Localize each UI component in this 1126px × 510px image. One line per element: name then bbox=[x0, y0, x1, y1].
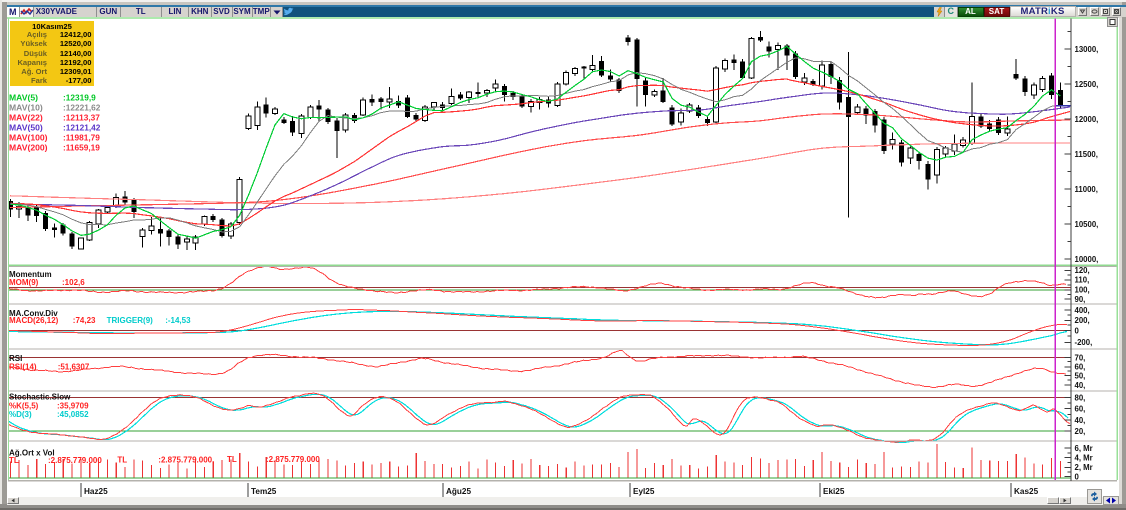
svg-text:MOM(9): MOM(9) bbox=[9, 278, 39, 287]
svg-text:10000,: 10000, bbox=[1075, 255, 1099, 264]
svg-text:Kas25: Kas25 bbox=[1014, 487, 1039, 496]
svg-text:Ağ.Ort x Vol: Ağ.Ort x Vol bbox=[9, 449, 55, 458]
svg-text:MAV(22): MAV(22) bbox=[9, 112, 43, 122]
svg-text:%K(5,5): %K(5,5) bbox=[9, 401, 39, 410]
svg-text:TL: TL bbox=[9, 456, 19, 465]
svg-text:6, Mr: 6, Mr bbox=[1075, 444, 1093, 453]
svg-text::74,23: :74,23 bbox=[73, 316, 96, 325]
svg-text:Momentum: Momentum bbox=[9, 270, 52, 279]
svg-text:Tem25: Tem25 bbox=[251, 487, 277, 496]
svg-text:60,: 60, bbox=[1075, 405, 1086, 414]
svg-text:MAV(100): MAV(100) bbox=[9, 133, 48, 143]
svg-text:RSI: RSI bbox=[9, 354, 22, 363]
svg-text:60,: 60, bbox=[1075, 363, 1086, 372]
svg-text:80,: 80, bbox=[1075, 394, 1086, 403]
svg-text::-14,53: :-14,53 bbox=[165, 316, 191, 325]
svg-text:TL: TL bbox=[117, 456, 127, 465]
svg-text:12500,: 12500, bbox=[1075, 80, 1099, 89]
svg-text:MAV(5): MAV(5) bbox=[9, 92, 38, 102]
svg-text::51,6307: :51,6307 bbox=[58, 362, 90, 371]
svg-text:50,: 50, bbox=[1075, 372, 1086, 381]
svg-text:TL: TL bbox=[227, 455, 237, 464]
svg-text::45,0852: :45,0852 bbox=[57, 410, 89, 419]
svg-text::35,9709: :35,9709 bbox=[57, 401, 89, 410]
svg-text::12221,62: :12221,62 bbox=[63, 102, 101, 112]
svg-text:MAV(200): MAV(200) bbox=[9, 143, 48, 153]
svg-text::2.875.779.000: :2.875.779.000 bbox=[48, 456, 102, 465]
svg-text::102,6: :102,6 bbox=[62, 278, 85, 287]
svg-text:Haz25: Haz25 bbox=[84, 487, 108, 496]
svg-text:Eyl25: Eyl25 bbox=[633, 487, 655, 496]
svg-text::11659,19: :11659,19 bbox=[63, 143, 100, 153]
svg-text:4, Mr: 4, Mr bbox=[1075, 454, 1093, 463]
svg-text:20,: 20, bbox=[1075, 427, 1086, 436]
svg-text::2.875.779.000,: :2.875.779.000, bbox=[158, 456, 214, 465]
svg-text:200,: 200, bbox=[1075, 316, 1090, 325]
svg-text:MACD(26,12): MACD(26,12) bbox=[9, 316, 59, 325]
svg-text:TRIGGER(9): TRIGGER(9) bbox=[107, 316, 154, 325]
svg-text:Stochastic.Slow: Stochastic.Slow bbox=[9, 392, 71, 401]
svg-text:RSI(14): RSI(14) bbox=[9, 362, 37, 371]
svg-text:12000,: 12000, bbox=[1075, 115, 1099, 124]
svg-text:0: 0 bbox=[1075, 473, 1080, 482]
svg-text::12121,42: :12121,42 bbox=[63, 122, 101, 132]
svg-text:MA.Conv.Div: MA.Conv.Div bbox=[9, 309, 58, 318]
svg-text::12113,37: :12113,37 bbox=[63, 112, 100, 122]
svg-text::2.875.779.000: :2.875.779.000 bbox=[266, 455, 320, 464]
svg-text:40,: 40, bbox=[1075, 381, 1086, 390]
svg-text:11000,: 11000, bbox=[1075, 185, 1098, 194]
svg-text::11981,79: :11981,79 bbox=[63, 133, 100, 143]
svg-text:10500,: 10500, bbox=[1075, 220, 1099, 229]
svg-text::12319,9: :12319,9 bbox=[63, 92, 96, 102]
svg-text:-200,: -200, bbox=[1075, 338, 1093, 347]
svg-text:70,: 70, bbox=[1075, 353, 1086, 362]
svg-text:MAV(10): MAV(10) bbox=[9, 102, 43, 112]
svg-text:11500,: 11500, bbox=[1075, 150, 1098, 159]
svg-text:120,: 120, bbox=[1075, 266, 1090, 275]
svg-text:MAV(50): MAV(50) bbox=[9, 122, 43, 132]
svg-text:400,: 400, bbox=[1075, 306, 1090, 315]
svg-text:13000,: 13000, bbox=[1075, 45, 1099, 54]
svg-text:90,: 90, bbox=[1075, 295, 1086, 304]
svg-text:110,: 110, bbox=[1075, 276, 1090, 285]
svg-text:0: 0 bbox=[1075, 326, 1080, 335]
svg-text:Eki25: Eki25 bbox=[823, 487, 845, 496]
svg-text:%D(3): %D(3) bbox=[9, 410, 32, 419]
svg-text:Ağu25: Ağu25 bbox=[446, 487, 471, 496]
svg-text:2, Mr: 2, Mr bbox=[1075, 463, 1093, 472]
svg-text:100,: 100, bbox=[1075, 286, 1090, 295]
svg-text:40,: 40, bbox=[1075, 416, 1086, 425]
